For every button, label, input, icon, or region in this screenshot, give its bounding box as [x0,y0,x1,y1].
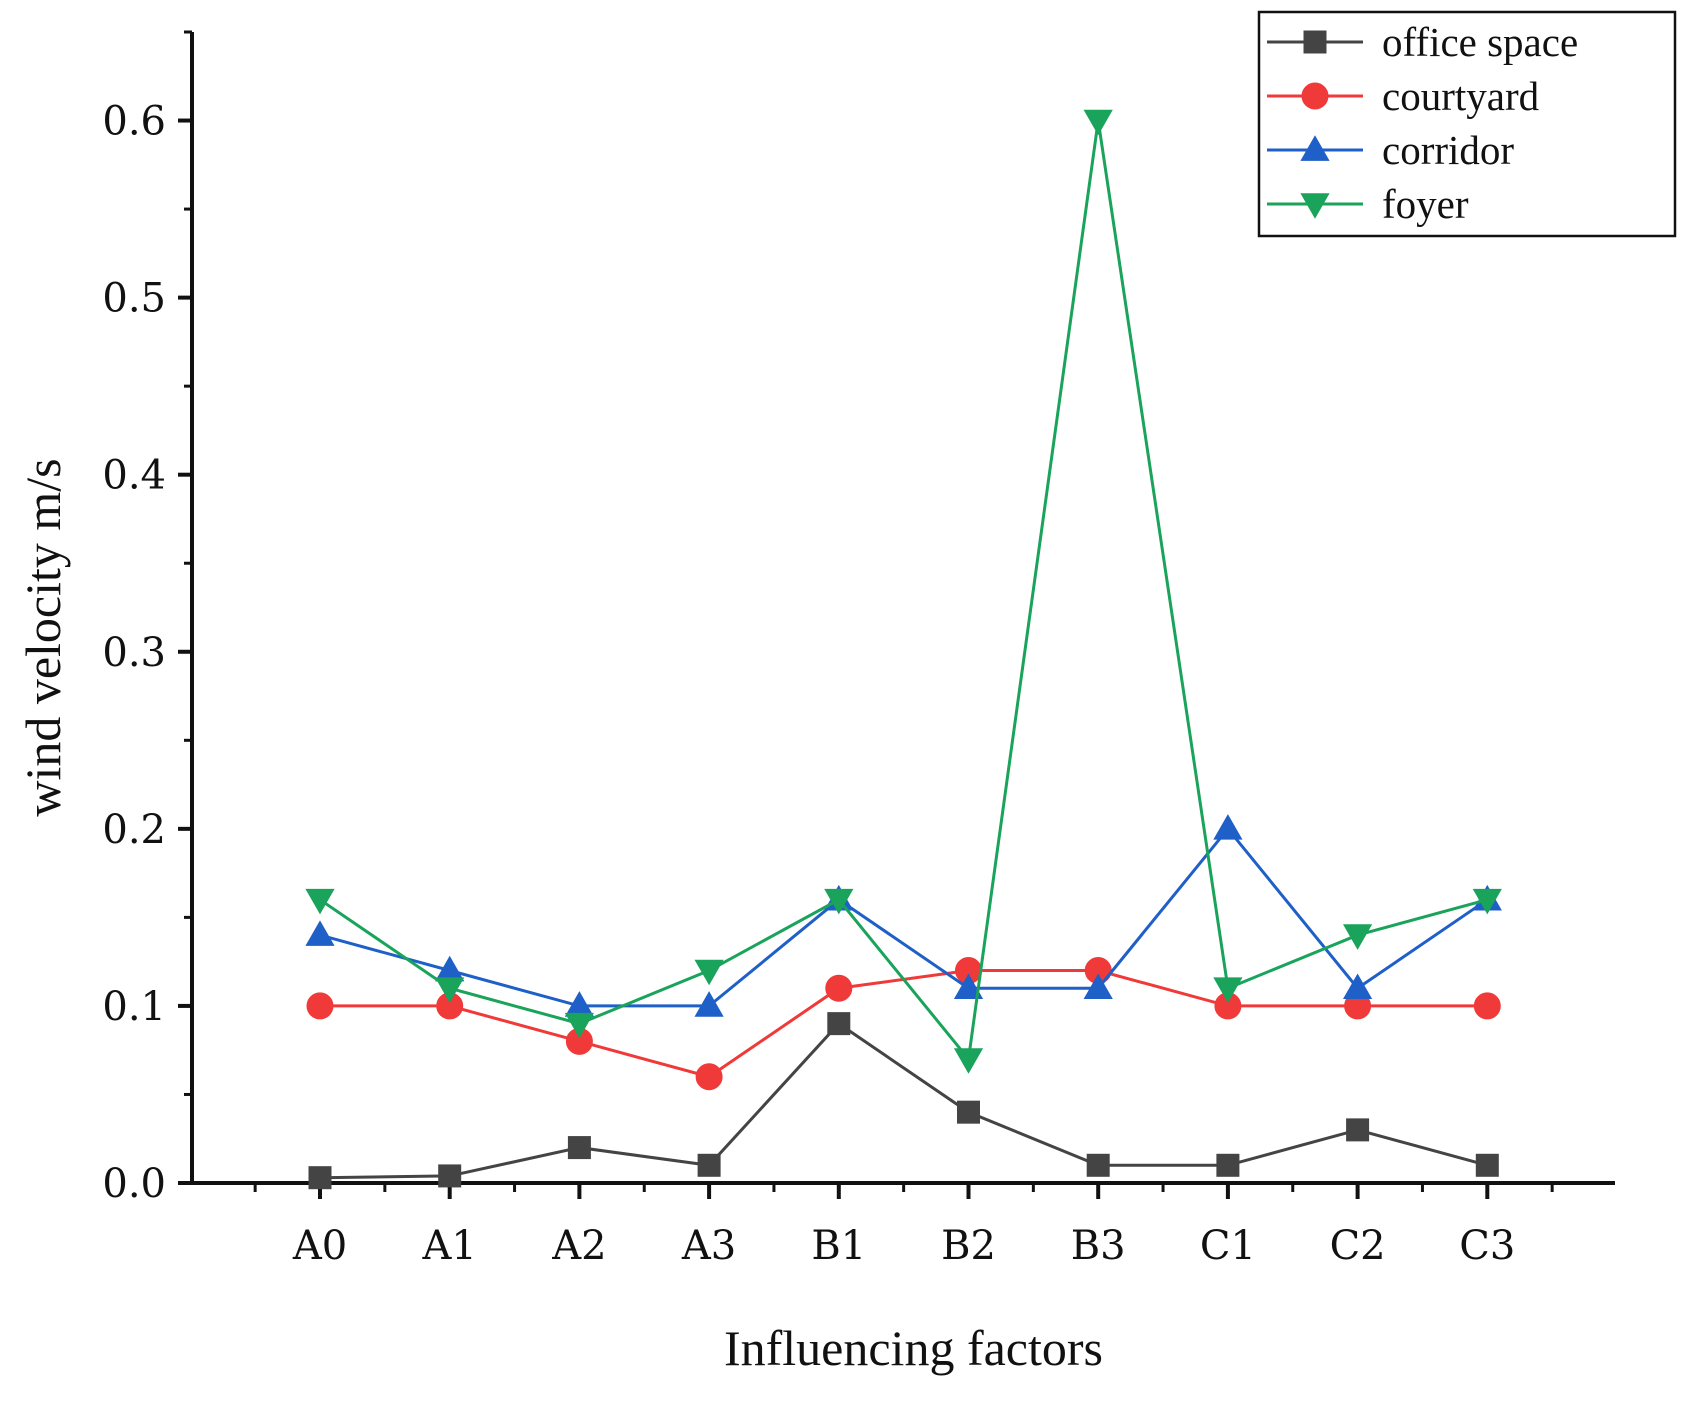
y-ticks: 0.0 0.1 0.2 0.3 0.4 0.5 0.6 [102,30,192,1207]
x-tick-label: B2 [941,1223,996,1269]
legend-label: office space [1382,19,1578,65]
data-point [1346,1118,1370,1142]
legend-item: office space [1267,19,1578,65]
data-point [1086,1153,1110,1177]
x-axis-title: Influencing factors [724,1320,1103,1376]
x-tick-label: B1 [811,1223,866,1269]
x-tick-label: C2 [1330,1223,1386,1269]
series-foyer [305,109,1502,1074]
data-point [694,991,724,1017]
data-point [1083,109,1113,136]
legend: office space courtyard corridor foyer [1257,10,1677,238]
series-line [320,969,1488,1079]
data-point [1473,992,1501,1020]
data-point [435,977,465,1003]
series-line [319,826,1489,1008]
legend-item: foyer [1267,181,1469,227]
data-point [1342,924,1373,950]
data-point [957,1100,980,1124]
x-tick-label: C1 [1200,1223,1256,1269]
legend-marker [1303,30,1327,54]
data-point [305,920,335,946]
data-point [953,973,984,1000]
series-layer [305,109,1502,1190]
legend-marker [1301,82,1329,110]
x-tick-label: A0 [292,1223,347,1269]
legend-marker [1300,135,1330,161]
data-point [1342,973,1373,1000]
x-tick-label: A3 [681,1223,736,1269]
data-point [305,888,335,915]
series-office-space [308,1012,1499,1190]
data-point [1472,888,1502,915]
y-tick-label: 0.3 [102,630,166,676]
legend-item: corridor [1267,127,1514,173]
y-tick-label: 0.1 [102,984,166,1030]
data-point [1216,1153,1240,1177]
data-point [308,1166,332,1190]
legend-marker [1300,193,1330,219]
x-tick-label: C3 [1459,1223,1515,1269]
data-point [825,974,853,1002]
series-corridor [305,814,1502,1017]
data-point [694,959,724,986]
data-point [1083,973,1113,1000]
data-point [564,1012,595,1039]
data-point [1213,814,1243,840]
data-point [567,1136,591,1160]
data-point [953,1048,984,1074]
y-tick-label: 0.6 [102,99,166,145]
series-line [319,120,1488,1063]
x-tick-label: A1 [422,1223,477,1269]
y-tick-label: 0.5 [102,276,166,322]
y-tick-label: 0.0 [102,1161,166,1207]
legend-label: courtyard [1382,73,1539,119]
data-point [827,1012,851,1036]
y-tick-label: 0.2 [102,807,166,853]
y-tick-label: 0.4 [102,453,166,499]
data-point [1213,977,1243,1003]
data-point [697,1153,721,1177]
x-tick-label: B3 [1071,1223,1126,1269]
y-axis-title: wind velocity m/s [15,458,71,816]
legend-box [1257,10,1677,238]
data-point [695,1063,723,1091]
data-point [438,1164,462,1188]
x-tick-label: A2 [551,1223,606,1269]
legend-label: foyer [1382,181,1469,227]
legend-item: courtyard [1267,73,1539,119]
legend-label: corridor [1382,127,1514,173]
x-ticks: A0 A1 A2 A3 B1 B2 B3 C1 C2 C3 [253,1183,1554,1269]
data-point [1475,1153,1499,1177]
data-point [306,992,334,1020]
data-point [824,888,854,915]
series-line [319,1021,1488,1180]
